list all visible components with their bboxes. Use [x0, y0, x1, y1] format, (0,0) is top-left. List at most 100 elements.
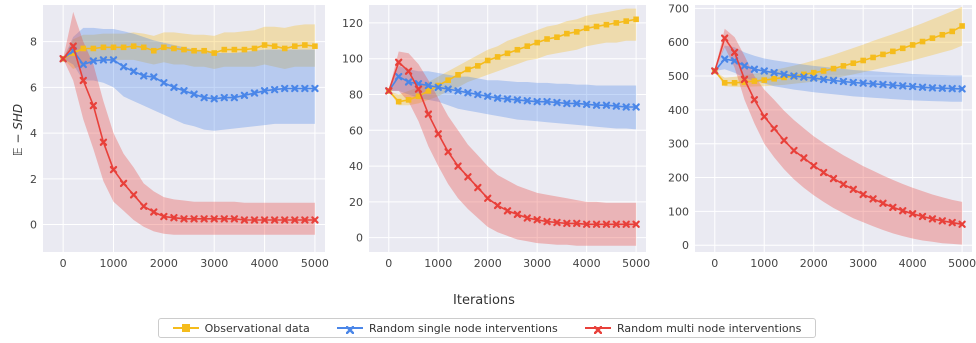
data-point [711, 67, 719, 75]
data-point [311, 84, 319, 93]
x-tick-label: 3000 [523, 257, 551, 270]
data-point [860, 57, 866, 64]
data-point [385, 87, 393, 95]
data-point [90, 45, 97, 52]
data-point [929, 35, 936, 41]
data-point [513, 210, 522, 219]
data-point [801, 71, 807, 78]
y-tick-label: 300 [668, 138, 689, 151]
data-point [514, 46, 521, 53]
data-point [720, 55, 729, 63]
data-point [260, 87, 269, 95]
legend-item-single-node: Random single node interventions [337, 322, 558, 335]
data-point [770, 124, 778, 133]
data-point [603, 21, 610, 28]
data-point [840, 63, 847, 69]
data-point [880, 51, 886, 58]
x-tick-label: 4000 [251, 257, 279, 270]
data-point [475, 63, 481, 69]
legend-label-single-node: Random single node interventions [369, 321, 558, 335]
legend-label-observational: Observational data [204, 321, 310, 335]
legend-marker-observational [172, 323, 199, 333]
chart-panel-2: 0 1000 2000 3000 4000 5000 0 20 40 60 80 100 120 [342, 5, 650, 270]
data-point [484, 57, 491, 64]
data-point [810, 69, 817, 76]
data-point [623, 18, 630, 24]
data-point [79, 76, 87, 85]
data-point [444, 148, 452, 156]
data-point [180, 215, 188, 223]
x-tick-label: 2000 [800, 257, 828, 270]
x-tick-label: 5000 [948, 257, 976, 270]
data-point [240, 91, 249, 100]
data-point [493, 94, 502, 102]
data-point [109, 56, 118, 64]
y-tick-label: 6 [30, 81, 37, 94]
data-point [948, 218, 956, 227]
y-tick-label: 120 [342, 17, 363, 30]
data-point [211, 50, 218, 56]
data-point [613, 20, 620, 26]
data-point [494, 54, 501, 60]
x-tick-label: 1000 [424, 257, 452, 270]
chart-panel-3: 0 1000 2000 3000 4000 5000 0 100 200 300 400 500 600… [668, 2, 976, 270]
data-point [504, 50, 511, 57]
data-point [261, 42, 268, 48]
data-point [819, 75, 828, 84]
data-point [434, 83, 442, 92]
data-point [829, 174, 838, 183]
data-point [302, 42, 308, 48]
data-point [424, 110, 433, 118]
data-point [404, 78, 413, 86]
data-point [790, 72, 798, 80]
data-point [404, 67, 413, 75]
data-point [573, 219, 581, 228]
data-point [484, 92, 492, 100]
legend-label-multi-node: Random multi node interventions [617, 321, 802, 335]
confidence-band-single-node [63, 27, 315, 131]
data-point [474, 183, 482, 192]
data-point [444, 85, 452, 93]
x-tick-label: 1000 [100, 257, 128, 270]
data-point [839, 180, 848, 189]
data-point [761, 77, 768, 83]
data-point [879, 80, 887, 89]
data-point [150, 73, 158, 81]
legend-marker-single-node [337, 323, 363, 335]
data-point [170, 83, 178, 92]
data-point [80, 45, 87, 52]
data-point [632, 220, 640, 228]
y-tick-label: 4 [30, 127, 37, 140]
data-point [819, 168, 828, 177]
data-point [554, 34, 560, 41]
data-point [414, 85, 423, 93]
data-point [750, 65, 759, 73]
data-point [602, 101, 611, 109]
data-point [859, 190, 867, 199]
x-tick-label: 3000 [200, 257, 228, 270]
data-point [270, 85, 279, 94]
data-point [740, 62, 749, 70]
data-point [503, 207, 512, 215]
y-tick-label: 500 [668, 70, 689, 83]
confidence-band-observational [63, 24, 315, 69]
data-point [632, 103, 640, 111]
data-point [928, 215, 937, 223]
data-point [879, 199, 887, 207]
data-point [582, 100, 591, 109]
data-point [59, 55, 67, 63]
data-point [415, 93, 422, 100]
y-tick-label: 100 [668, 205, 689, 218]
data-point [231, 46, 238, 53]
data-point [849, 185, 857, 194]
data-point [573, 29, 580, 35]
data-point [220, 93, 228, 102]
x-tick-label: 0 [60, 257, 67, 270]
data-point [919, 38, 926, 45]
y-tick-label: 600 [668, 36, 689, 49]
data-point [869, 80, 877, 88]
data-point [241, 46, 248, 53]
data-point [474, 90, 482, 99]
data-point [592, 220, 601, 228]
series-line-multi-node [388, 60, 637, 226]
